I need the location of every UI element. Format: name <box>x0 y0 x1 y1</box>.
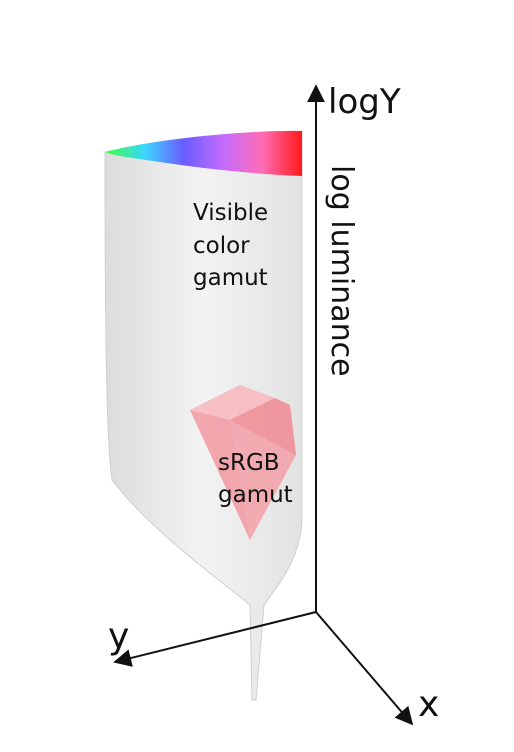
visible-label: Visible <box>193 200 268 226</box>
y-axis-label: y <box>108 616 129 657</box>
visible-label: gamut <box>193 265 268 291</box>
x-axis <box>316 612 412 724</box>
x-axis-label: x <box>418 684 439 725</box>
y-axis <box>115 612 316 662</box>
vertical-axis-title: log luminance <box>324 165 359 377</box>
srgb-label: sRGB <box>218 450 280 476</box>
visible-label: color <box>193 233 250 259</box>
srgb-label: gamut <box>218 482 293 508</box>
vertical-axis-label: logY <box>328 82 401 122</box>
page: logY log luminance y x Visible color gam… <box>0 0 514 752</box>
diagram: logY log luminance y x Visible color gam… <box>0 0 514 752</box>
